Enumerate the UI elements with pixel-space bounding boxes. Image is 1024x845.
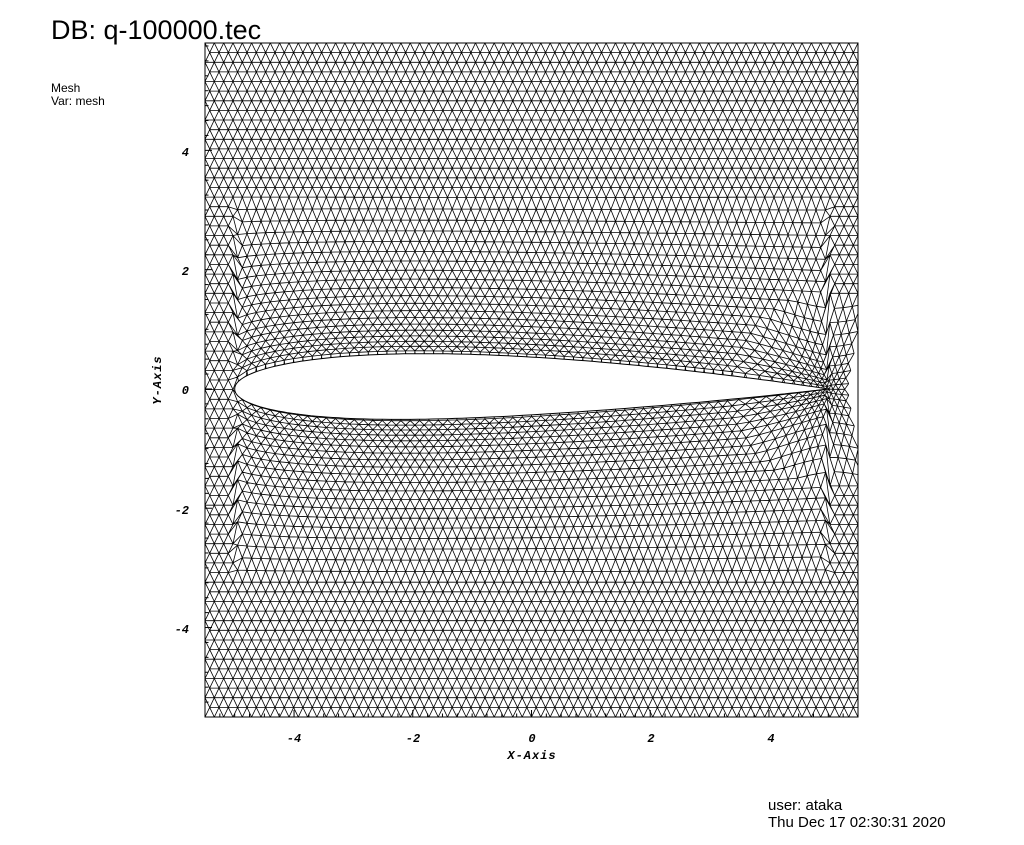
plot-variable-label: Var: mesh <box>51 94 105 108</box>
y-axis-tick-labels: -4 -2 0 2 4 <box>175 146 189 637</box>
y-axis-title: Y-Axis <box>151 355 165 404</box>
y-tick-label: 2 <box>182 265 189 279</box>
y-tick-label: 4 <box>182 146 189 160</box>
axis-ticks <box>204 45 859 718</box>
x-tick-label: 4 <box>767 732 774 746</box>
plot-type-label: Mesh <box>51 81 81 95</box>
mesh-triangles <box>205 43 858 717</box>
mesh-layer <box>205 43 858 717</box>
x-axis-title: X-Axis <box>506 749 556 763</box>
user-label: user: ataka <box>768 797 843 814</box>
x-tick-label: 0 <box>528 732 535 746</box>
timestamp-label: Thu Dec 17 02:30:31 2020 <box>768 814 946 831</box>
y-tick-label: -2 <box>175 504 189 518</box>
x-tick-label: -2 <box>406 732 420 746</box>
mesh-edges <box>205 43 858 717</box>
x-tick-label: -4 <box>287 732 301 746</box>
database-title: DB: q-100000.tec <box>51 15 262 45</box>
y-tick-label: -4 <box>175 623 189 637</box>
x-axis-tick-labels: -4 -2 0 2 4 <box>287 732 775 746</box>
y-tick-label: 0 <box>182 384 189 398</box>
airfoil-body <box>234 353 830 420</box>
x-tick-label: 2 <box>647 732 654 746</box>
